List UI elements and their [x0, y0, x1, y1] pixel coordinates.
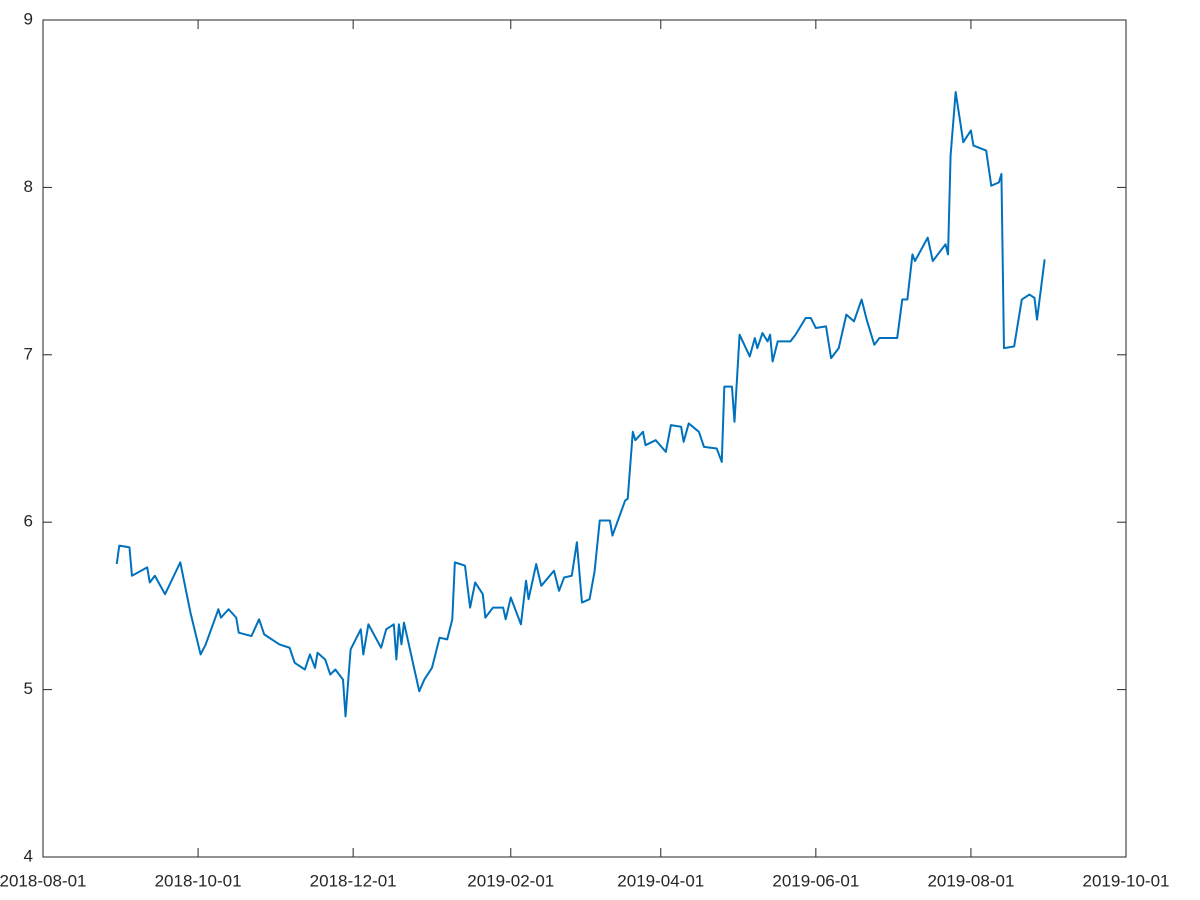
x-tick-label: 2019-08-01 [927, 871, 1014, 890]
x-tick-label: 2019-10-01 [1083, 871, 1170, 890]
y-tick-label: 7 [24, 344, 33, 363]
plot-frame [42, 19, 1127, 858]
x-tick-label: 2019-06-01 [772, 871, 859, 890]
y-tick-label: 9 [24, 9, 33, 28]
y-tick-label: 6 [24, 512, 33, 531]
x-tick-label: 2019-02-01 [467, 871, 554, 890]
data-line [115, 90, 1046, 718]
y-tick-label: 5 [24, 679, 33, 698]
x-tick-label: 2019-04-01 [617, 871, 704, 890]
y-tick-label: 4 [24, 846, 33, 865]
x-tick-label: 2018-10-01 [155, 871, 242, 890]
x-tick-label: 2018-12-01 [310, 871, 397, 890]
y-tick-label: 8 [24, 177, 33, 196]
x-tick-label: 2018-08-01 [0, 871, 86, 890]
